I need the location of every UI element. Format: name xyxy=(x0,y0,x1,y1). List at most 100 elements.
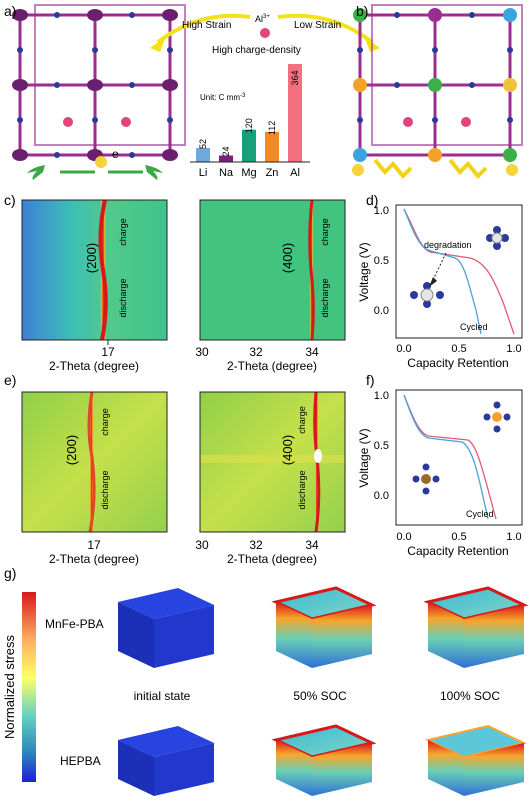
ytick-f-3: 0.0 xyxy=(374,490,389,502)
cube-hepba-initial xyxy=(118,726,214,796)
col-label-50soc: 50% SOC xyxy=(293,689,347,703)
electron-label: e xyxy=(112,147,119,161)
bar-category-label: Al xyxy=(290,167,300,179)
ylabel-f: Voltage (V) xyxy=(357,428,371,487)
bar-value-label: 120 xyxy=(244,118,254,133)
panel-label-d: d) xyxy=(366,192,378,208)
ylabel-d: Voltage (V) xyxy=(357,242,371,301)
bar-value-label: 52 xyxy=(198,139,208,149)
bar-category-label: Li xyxy=(199,167,208,179)
cycled-label-f: Cycled xyxy=(466,509,494,519)
xtick-d-1: 0.0 xyxy=(396,343,411,355)
row-label-mnfe: MnFe-PBA xyxy=(45,617,104,631)
stress-colorbar xyxy=(22,592,36,782)
xtick-d-3: 1.0 xyxy=(506,343,521,355)
charge-density-bar-chart: 52 Li 24 Na 120 Mg 112 Zn 364 Al xyxy=(196,64,302,179)
xrd-map-e-right xyxy=(199,391,346,533)
xrd-map-c-right xyxy=(199,199,346,341)
tick-32: 32 xyxy=(249,345,263,359)
bar-value-label: 112 xyxy=(267,121,277,135)
charge-density-title: High charge-density xyxy=(212,45,301,56)
discharge-label: discharge xyxy=(118,278,128,317)
ytick-d-2: 0.5 xyxy=(374,255,389,267)
xlabel-e-left: 2-Theta (degree) xyxy=(49,552,139,566)
al-ion-icon xyxy=(260,28,270,38)
bar-li xyxy=(196,148,210,162)
panel-label-f: f) xyxy=(366,372,375,388)
xlabel-c-right: 2-Theta (degree) xyxy=(227,359,317,373)
row-label-hepba: HEPBA xyxy=(60,754,101,768)
xrd-map-e-left xyxy=(21,390,168,534)
bar-mg xyxy=(242,129,256,162)
tick-32: 32 xyxy=(249,538,263,552)
degradation-label: degradation xyxy=(424,240,472,250)
bar-value-label: 24 xyxy=(221,147,231,157)
tick-34: 34 xyxy=(305,538,319,552)
cube-hepba-100soc xyxy=(424,724,528,796)
charge-label: charge xyxy=(297,406,307,434)
panel-label-c: c) xyxy=(4,192,16,208)
charge-label: charge xyxy=(320,218,330,246)
low-strain-arrow xyxy=(277,13,374,44)
unit-label: Unit: C mm-3 xyxy=(200,93,246,102)
cube-hepba-50soc xyxy=(271,724,377,796)
colorbar-label: Normalized stress xyxy=(2,634,17,739)
bar-category-label: Na xyxy=(219,167,234,179)
charge-label: charge xyxy=(100,408,110,436)
cube-mnfe-50soc xyxy=(271,586,377,668)
low-strain-label: Low Strain xyxy=(294,20,341,31)
lattice-b xyxy=(352,4,523,179)
cube-mnfe-initial xyxy=(118,588,214,668)
tick-30: 30 xyxy=(195,538,209,552)
ion-label: Al3+ xyxy=(255,14,270,24)
high-strain-label: High Strain xyxy=(182,20,231,31)
discharge-label: discharge xyxy=(320,278,330,317)
tick-17: 17 xyxy=(101,345,115,359)
cycled-label-d: Cycled xyxy=(460,322,488,332)
xlabel-d: Capacity Retention xyxy=(407,356,508,370)
high-strain-arrow xyxy=(156,13,251,44)
bar-zn xyxy=(265,131,279,162)
bar-category-label: Mg xyxy=(241,167,256,179)
charge-label: charge xyxy=(118,218,128,246)
lattice-a xyxy=(12,4,186,161)
bar-category-label: Zn xyxy=(266,167,279,179)
voltage-plot-f xyxy=(395,389,523,526)
discharge-label: discharge xyxy=(100,470,110,509)
ytick-d-1: 1.0 xyxy=(374,205,389,217)
happy-face-icon xyxy=(352,164,364,176)
xlabel-c-left: 2-Theta (degree) xyxy=(49,359,139,373)
xtick-f-3: 1.0 xyxy=(506,531,521,543)
peak-label-c-400: (400) xyxy=(280,243,295,273)
xlabel-f: Capacity Retention xyxy=(407,544,508,558)
bar-al xyxy=(288,64,302,162)
ytick-f-1: 1.0 xyxy=(374,390,389,402)
panel-label-b: b) xyxy=(356,3,368,19)
bar-value-label: 364 xyxy=(290,70,300,85)
peak-label-e-200: (200) xyxy=(64,435,79,465)
ytick-f-2: 0.5 xyxy=(374,440,389,452)
xtick-f-1: 0.0 xyxy=(396,531,411,543)
bar-na xyxy=(219,155,233,162)
tick-30: 30 xyxy=(195,345,209,359)
happy-face-icon xyxy=(506,164,518,176)
tick-17: 17 xyxy=(87,538,101,552)
panel-label-g: g) xyxy=(4,565,16,581)
worried-face-icon xyxy=(95,156,107,168)
xrd-map-c-left xyxy=(21,198,168,345)
strain-hands-icon xyxy=(27,156,163,180)
xtick-f-2: 0.5 xyxy=(451,531,466,543)
peak-label-c-200: (200) xyxy=(84,243,99,273)
ytick-d-3: 0.0 xyxy=(374,305,389,317)
cube-mnfe-100soc xyxy=(423,586,529,668)
discharge-label: discharge xyxy=(297,470,307,509)
xtick-d-2: 0.5 xyxy=(451,343,466,355)
voltage-plot-d xyxy=(395,204,523,339)
peak-label-e-400: (400) xyxy=(280,435,295,465)
xlabel-e-right: 2-Theta (degree) xyxy=(227,552,317,566)
col-label-initial: initial state xyxy=(134,689,191,703)
panel-label-e: e) xyxy=(4,372,16,388)
col-label-100soc: 100% SOC xyxy=(440,689,500,703)
panel-label-a: a) xyxy=(4,3,16,19)
